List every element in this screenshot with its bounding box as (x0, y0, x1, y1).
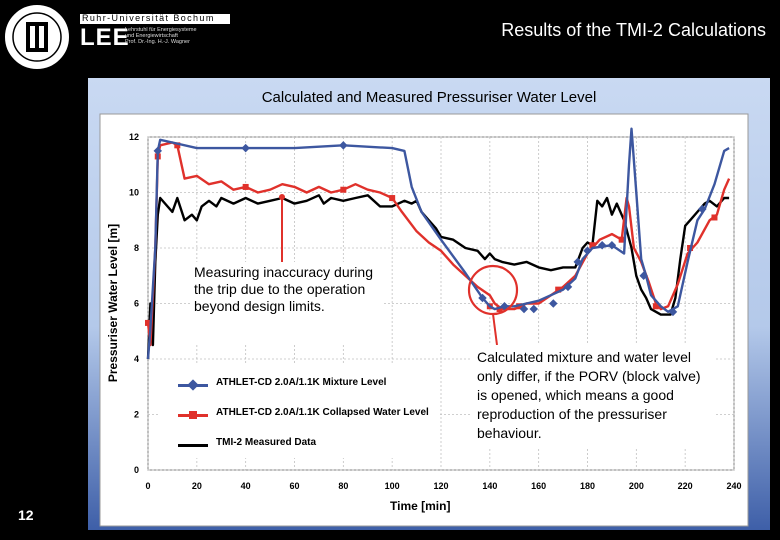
university-name: Ruhr-Universität Bochum (82, 13, 215, 23)
x-tick-label: 160 (531, 481, 546, 491)
x-tick-label: 100 (385, 481, 400, 491)
series-collapsed-marker (589, 242, 596, 249)
y-tick-label: 8 (134, 243, 139, 253)
chair-line: und Energiewirtschaft (125, 33, 178, 39)
series-mixture-marker (563, 282, 573, 292)
x-tick-label: 60 (289, 481, 299, 491)
x-tick-label: 220 (678, 481, 693, 491)
series-mixture-marker (241, 143, 250, 153)
chair-name: Lehrstuhl für Energiesysteme und Energie… (125, 27, 197, 45)
diamond-marker-icon (187, 379, 199, 391)
series-mixture-marker (549, 299, 558, 308)
x-tick-label: 80 (338, 481, 348, 491)
series-measured-line (146, 194, 730, 360)
y-tick-label: 12 (129, 132, 139, 142)
y-tick-label: 10 (129, 188, 139, 198)
x-tick-label: 120 (433, 481, 448, 491)
series-collapsed-marker (496, 306, 503, 313)
series-mixture-marker (339, 141, 348, 150)
chair-line: Prof. Dr.-Ing. H.-J. Wagner (125, 39, 190, 45)
annotation-porv-note: Calculated mixture and water level only … (472, 345, 716, 447)
series-collapsed-marker (711, 214, 718, 221)
x-tick-label: 0 (145, 481, 150, 491)
legend-entry-collapsed: ATHLET-CD 2.0A/1.1K Collapsed Water Leve… (168, 404, 438, 424)
series-mixture-marker (529, 304, 539, 314)
chart-title: Calculated and Measured Pressuriser Wate… (261, 89, 597, 106)
y-axis-label: Pressuriser Water Level [m] (106, 223, 120, 383)
y-tick-label: 4 (134, 354, 139, 364)
x-tick-label: 180 (580, 481, 595, 491)
legend-label: ATHLET-CD 2.0A/1.1K Collapsed Water Leve… (216, 407, 429, 418)
university-seal-logo (3, 3, 71, 71)
legend-label: ATHLET-CD 2.0A/1.1K Mixture Level (216, 377, 387, 388)
series-mixture-marker (500, 302, 509, 311)
legend-entry-mixture: ATHLET-CD 2.0A/1.1K Mixture Level (168, 374, 438, 394)
x-tick-label: 40 (241, 481, 251, 491)
series-collapsed-marker (174, 142, 181, 149)
series-mixture-marker (639, 271, 648, 280)
x-tick-label: 20 (192, 481, 202, 491)
y-tick-label: 6 (134, 299, 139, 309)
chair-logo: LEE (80, 24, 130, 51)
series-collapsed-marker (555, 286, 562, 293)
series-collapsed-marker (145, 319, 151, 326)
legend-label: TMI-2 Measured Data (216, 437, 317, 448)
y-tick-label: 0 (134, 465, 139, 475)
university-banner (80, 14, 230, 24)
legend-entry-measured: TMI-2 Measured Data (168, 434, 438, 454)
series-collapsed-marker (618, 236, 625, 243)
x-tick-label: 140 (482, 481, 497, 491)
series-mixture-line (146, 127, 730, 360)
chart-legend: ATHLET-CD 2.0A/1.1K Mixture Level ATHLET… (160, 365, 440, 458)
x-tick-label: 240 (726, 481, 741, 491)
square-marker-icon (189, 411, 197, 419)
series-collapsed-marker (340, 186, 347, 193)
series-collapsed-marker (389, 195, 396, 202)
x-tick-label: 200 (629, 481, 644, 491)
x-axis-label: Time [min] (390, 499, 451, 513)
series-mixture-marker (519, 304, 529, 314)
series-mixture-marker (668, 307, 678, 317)
slide-number: 12 (18, 507, 34, 523)
series-collapsed-marker (652, 303, 659, 310)
series-collapsed-marker (242, 183, 249, 190)
annotation-measuring-inaccuracy: Measuring inaccuracy during the trip due… (190, 262, 382, 344)
series-mixture-marker (153, 146, 163, 156)
annotation-left-pointer-dot (279, 194, 285, 200)
y-tick-label: 2 (134, 410, 139, 420)
series-mixture-marker (478, 293, 487, 303)
slide-title: Results of the TMI-2 Calculations (501, 20, 766, 40)
series-mixture-marker (573, 257, 582, 267)
annotation-right-pointer (492, 313, 498, 346)
chair-line: Lehrstuhl für Energiesysteme (125, 27, 197, 33)
series-collapsed-line (146, 141, 731, 347)
legend-line (178, 444, 208, 447)
